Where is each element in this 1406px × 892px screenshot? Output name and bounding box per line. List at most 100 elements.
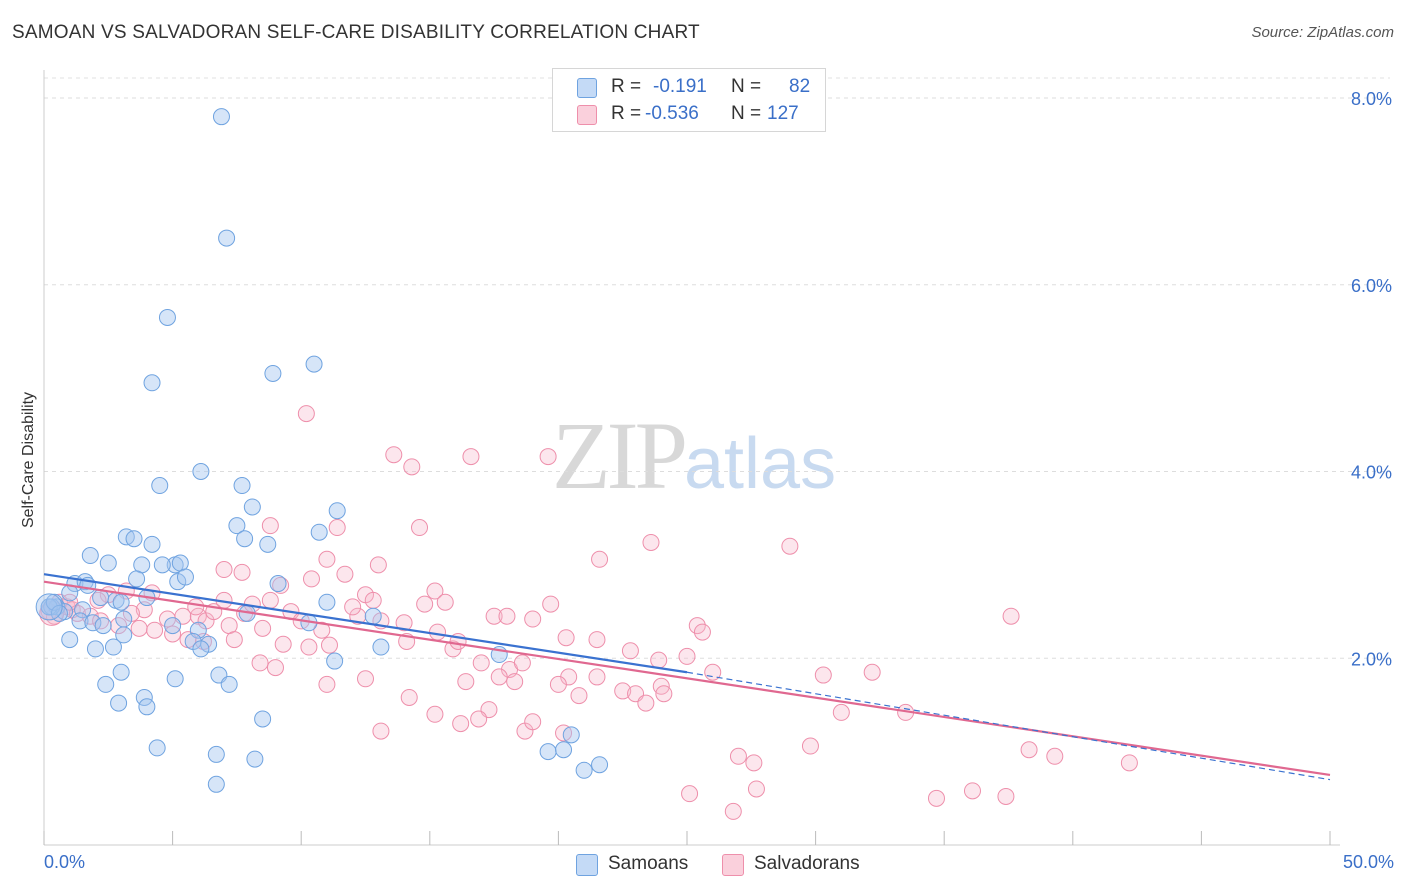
y-axis-label: Self-Care Disability xyxy=(20,391,37,529)
r-value: -0.191 xyxy=(653,76,707,97)
salvadoran-point xyxy=(320,636,338,654)
samoan-point xyxy=(138,698,156,716)
salvadoran-point xyxy=(297,405,315,423)
salvadoran-point xyxy=(313,621,331,639)
trend-lines xyxy=(43,573,1331,781)
salvadoran-point xyxy=(400,688,418,706)
samoan-point xyxy=(318,593,336,611)
salvadoran-point xyxy=(233,563,251,581)
salvadoran-point xyxy=(781,537,799,555)
stats-row-salvadorans: R = -0.536 N = 127 xyxy=(553,101,825,127)
salvadoran-point xyxy=(302,570,320,588)
salvadoran-point xyxy=(621,642,639,660)
salvadoran-point xyxy=(1002,607,1020,625)
legend: Samoans Salvadorans xyxy=(0,850,1406,878)
salvadoran-point xyxy=(588,668,606,686)
salvadoran-point xyxy=(357,670,374,688)
samoan-point xyxy=(539,743,557,761)
salvadoran-point xyxy=(542,595,560,613)
y-tick-label: 2.0% xyxy=(1351,649,1392,669)
salvadoran-point xyxy=(747,780,765,798)
salvadoran-point xyxy=(997,787,1015,805)
salvadoran-point xyxy=(588,631,606,649)
n-value: 82 xyxy=(789,76,811,97)
salvadoran-point xyxy=(328,519,346,537)
samoan-point xyxy=(254,710,272,728)
samoan-point xyxy=(166,670,184,688)
samoan-point xyxy=(128,570,146,588)
salvadoran-point xyxy=(693,623,711,641)
samoans-swatch xyxy=(577,78,597,98)
samoan-point xyxy=(264,364,282,382)
salvadoran-point xyxy=(1020,741,1038,759)
salvadorans-swatch xyxy=(577,105,597,125)
salvadoran-point xyxy=(429,623,447,641)
samoan-point xyxy=(61,631,79,649)
samoan-point xyxy=(115,626,133,644)
samoan-point xyxy=(50,604,68,622)
samoan-point xyxy=(192,640,210,658)
samoan-point xyxy=(218,229,236,247)
salvadoran-point xyxy=(130,619,148,637)
samoans-trend-extension xyxy=(686,671,1331,781)
legend-label-salvadorans: Salvadorans xyxy=(754,853,860,874)
salvadoran-point xyxy=(470,710,488,728)
samoan-point xyxy=(259,535,277,553)
samoan-point xyxy=(35,593,63,621)
salvadoran-point xyxy=(274,635,292,653)
r-label: R = xyxy=(611,103,642,124)
salvadoran-point xyxy=(863,663,881,681)
salvadoran-point xyxy=(318,675,336,693)
salvadoran-point xyxy=(927,789,945,807)
salvadoran-point xyxy=(416,595,434,613)
samoan-point xyxy=(94,617,112,635)
salvadoran-point xyxy=(745,754,763,772)
samoan-point xyxy=(372,638,390,656)
salvadoran-point xyxy=(344,598,362,616)
salvadoran-point xyxy=(498,607,516,625)
samoan-point xyxy=(555,741,573,759)
x-tick-label-max: 50.0% xyxy=(1342,852,1394,872)
salvadoran-point xyxy=(729,747,747,765)
salvadoran-point xyxy=(336,565,354,583)
samoan-point xyxy=(328,502,346,520)
salvadoran-point xyxy=(524,610,542,628)
samoan-point xyxy=(176,568,194,586)
samoan-point xyxy=(81,547,99,565)
r-label: R = xyxy=(611,76,642,97)
salvadoran-point xyxy=(254,619,272,637)
salvadoran-point xyxy=(655,685,673,703)
salvadoran-point xyxy=(426,582,444,600)
samoan-point xyxy=(104,638,122,656)
samoan-point xyxy=(74,601,92,619)
salvadoran-point xyxy=(524,713,542,731)
samoan-point xyxy=(158,308,176,326)
samoan-point xyxy=(71,612,89,630)
chart-title: SAMOAN VS SALVADORAN SELF-CARE DISABILIT… xyxy=(12,22,700,43)
salvadoran-point xyxy=(436,593,454,611)
samoan-point xyxy=(220,675,238,693)
y-tick-label: 8.0% xyxy=(1351,89,1392,109)
salvadoran-point xyxy=(1120,754,1138,772)
source-label: Source: ZipAtlas.com xyxy=(1251,24,1394,41)
x-tick-label-min: 0.0% xyxy=(44,852,86,872)
y-tick-label: 6.0% xyxy=(1351,276,1392,296)
salvadoran-point xyxy=(318,550,336,568)
salvadoran-point xyxy=(814,666,832,684)
n-label: N = xyxy=(731,76,762,97)
salvadoran-point xyxy=(614,682,632,700)
samoan-point xyxy=(153,556,171,574)
samoan-point xyxy=(269,575,287,593)
samoan-point xyxy=(112,593,130,611)
salvadoran-point xyxy=(251,654,269,672)
samoan-point xyxy=(148,739,166,757)
samoan-point xyxy=(591,756,609,774)
salvadoran-point xyxy=(506,673,524,691)
samoan-point xyxy=(84,614,102,632)
salvadoran-point xyxy=(452,715,470,733)
samoan-point xyxy=(189,621,207,639)
salvadoran-point xyxy=(642,533,660,551)
salvadoran-point xyxy=(89,591,107,609)
axes xyxy=(43,70,1340,846)
